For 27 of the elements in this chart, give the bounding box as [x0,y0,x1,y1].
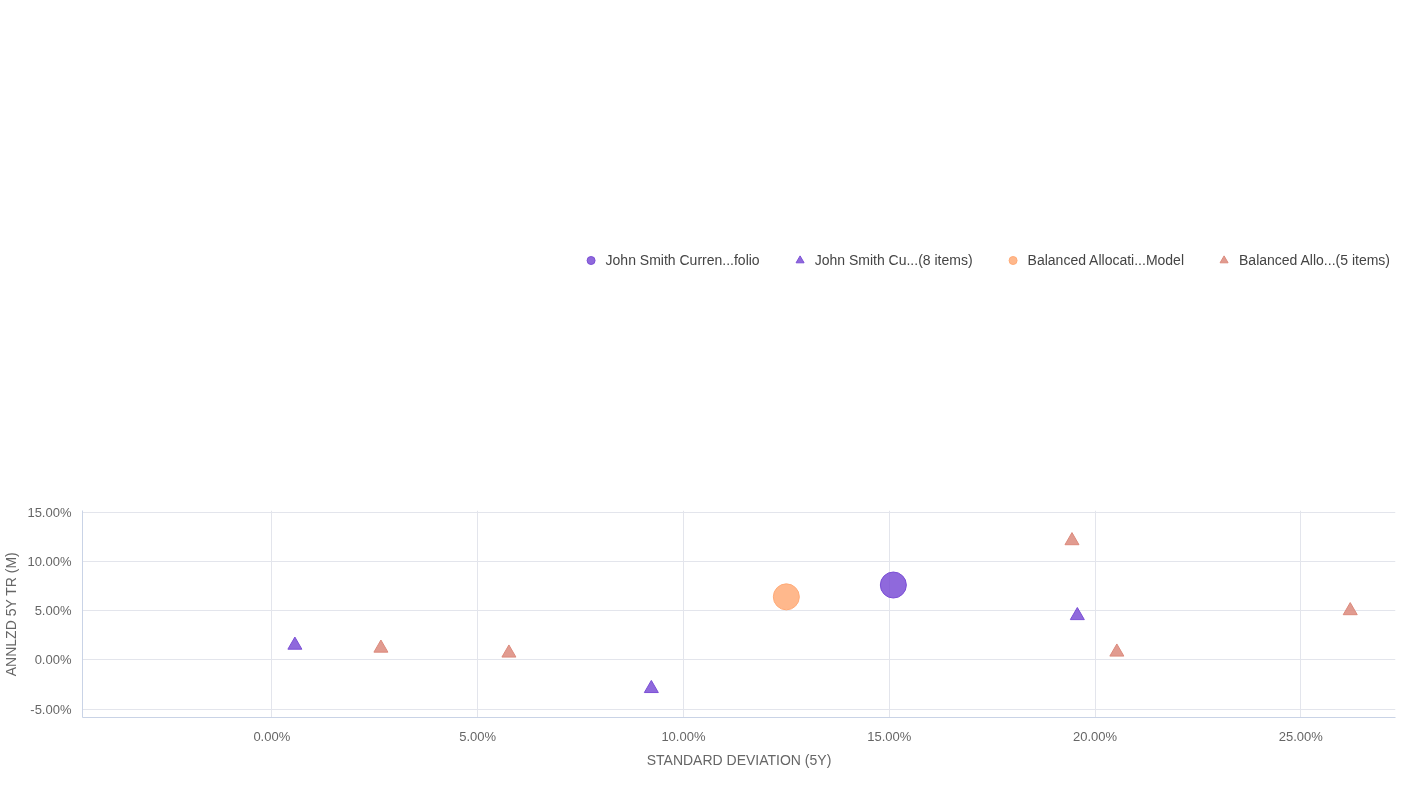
y-tick-label: 10.00% [27,553,72,569]
y-tick-label: 0.00% [34,652,72,668]
point [1342,602,1358,616]
point [1064,532,1080,546]
y-axis-title: ANNLZD 5Y TR (M) [3,552,20,677]
x-tick-label: 15.00% [867,728,912,744]
y-tick-label: 15.00% [27,504,72,520]
x-tick-label: 25.00% [1278,728,1324,744]
legend-label: John Smith Cu...(8 items) [814,251,973,270]
point [643,679,659,694]
point [373,639,389,653]
point [1069,606,1085,621]
y-tick-label: -5.00% [30,701,72,717]
legend-label: Balanced Allocati...Model [1027,251,1185,270]
point [772,583,800,611]
point [287,636,303,650]
point [879,571,907,599]
x-tick-label: 5.00% [459,728,497,744]
x-tick-label: 20.00% [1072,728,1118,744]
legend-label: John Smith Curren...folio [605,251,760,270]
point [1109,643,1125,657]
x-tick-label: 10.00% [661,728,706,744]
x-axis-title: STANDARD DEVIATION (5Y) [646,751,832,768]
x-tick-label: 0.00% [253,728,291,744]
y-tick-label: 5.00% [34,603,72,619]
point [501,644,517,658]
legend-label: Balanced Allo...(5 items) [1239,251,1390,270]
